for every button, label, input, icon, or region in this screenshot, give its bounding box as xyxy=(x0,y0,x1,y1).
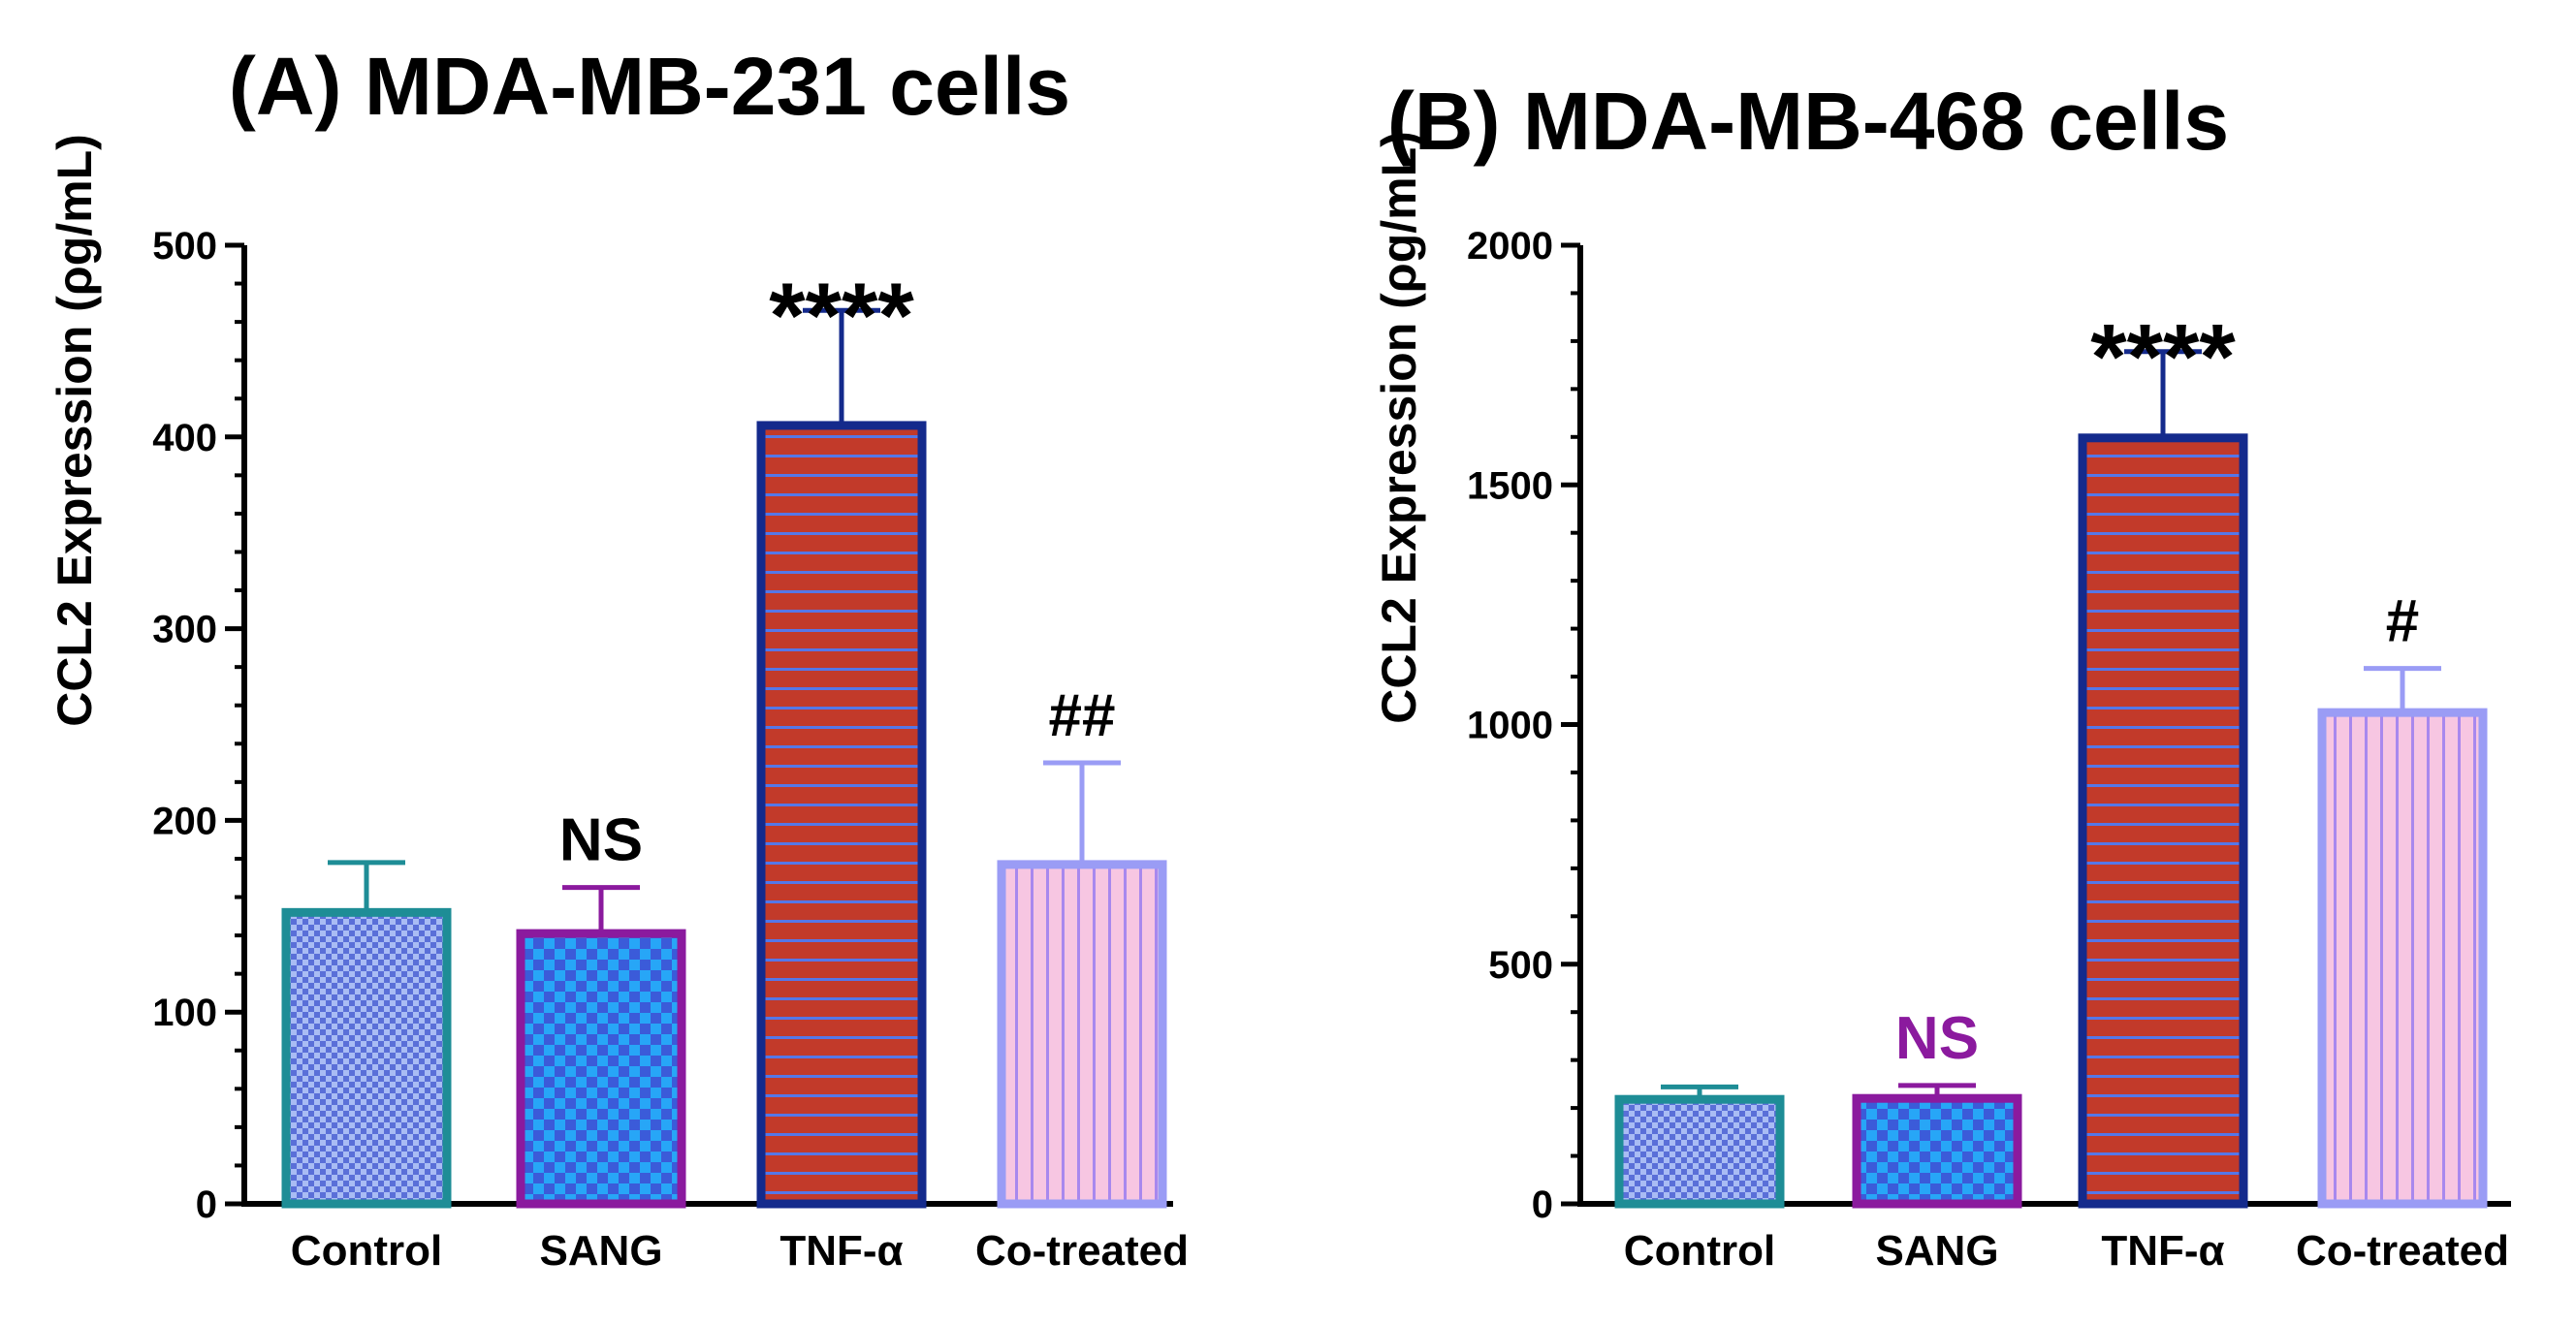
panel-b-bar-2 xyxy=(2078,433,2248,1209)
panel-a-bar-0 xyxy=(281,907,452,1209)
panel-a-annotation-1: NS xyxy=(559,807,643,874)
panel-a-tick-label: 300 xyxy=(152,609,217,651)
panel-b-tick-label: 0 xyxy=(1532,1183,1553,1226)
panel-b-bar-0 xyxy=(1614,1094,1785,1209)
panel-b-bar-1 xyxy=(1852,1093,2022,1209)
panel-a-category-label-2: TNF-α xyxy=(779,1227,903,1275)
panel-a-tick-label: 100 xyxy=(152,992,217,1034)
panel-b-tick-label: 500 xyxy=(1488,944,1553,987)
panel-a-y-axis-label: CCL2 Expression (ρg/mL) xyxy=(48,134,102,727)
panel-b-tick-label: 2000 xyxy=(1467,225,1553,268)
panel-b-category-label-3: Co-treated xyxy=(2296,1227,2509,1275)
panel-b-title: (B) MDA-MB-468 cells xyxy=(1387,76,2229,167)
panel-a-annotation-2: **** xyxy=(769,264,914,367)
panel-a-bar-2 xyxy=(756,421,927,1209)
panel-a-category-label-0: Control xyxy=(291,1227,442,1275)
panel-b-category-label-2: TNF-α xyxy=(2101,1227,2224,1275)
panel-a-tick-label: 200 xyxy=(152,800,217,842)
panel-b-annotation-2: **** xyxy=(2090,305,2236,409)
panel-a-annotation-3: ## xyxy=(1049,682,1116,749)
panel-a-bar-1 xyxy=(516,929,686,1209)
panel-a-tick-label: 400 xyxy=(152,417,217,459)
panel-a-tick-label: 0 xyxy=(196,1183,217,1226)
panel-b-annotation-1: NS xyxy=(1895,1005,1979,1072)
panel-b-category-label-0: Control xyxy=(1624,1227,1775,1275)
panel-a-marks: 0 100 200 300 400 500 Control SANG NS TNF-α **** Co… xyxy=(152,225,1189,1275)
panel-a: (A) MDA-MB-231 cells CCL2 Expression (ρg… xyxy=(48,41,1189,1275)
panel-a-title: (A) MDA-MB-231 cells xyxy=(229,41,1070,132)
panel-b-annotation-3: # xyxy=(2386,588,2419,655)
panel-a-category-label-3: Co-treated xyxy=(975,1227,1189,1275)
panel-b-tick-label: 1000 xyxy=(1467,705,1553,747)
panel-b-marks: 0 500 1000 1500 2000 Control SANG NS TNF-α **** Co… xyxy=(1467,225,2511,1275)
panel-b-y-axis-label: CCL2 Expression (ρg/mL) xyxy=(1372,131,1426,724)
panel-a-tick-label: 500 xyxy=(152,225,217,268)
panel-a-category-label-1: SANG xyxy=(539,1227,662,1275)
panel-a-bar-3 xyxy=(997,860,1167,1209)
panel-b-bar-3 xyxy=(2317,708,2488,1209)
panel-b-tick-label: 1500 xyxy=(1467,464,1553,507)
panel-b: (B) MDA-MB-468 cells CCL2 Expression (ρg… xyxy=(1372,76,2511,1275)
panel-b-category-label-1: SANG xyxy=(1875,1227,1998,1275)
